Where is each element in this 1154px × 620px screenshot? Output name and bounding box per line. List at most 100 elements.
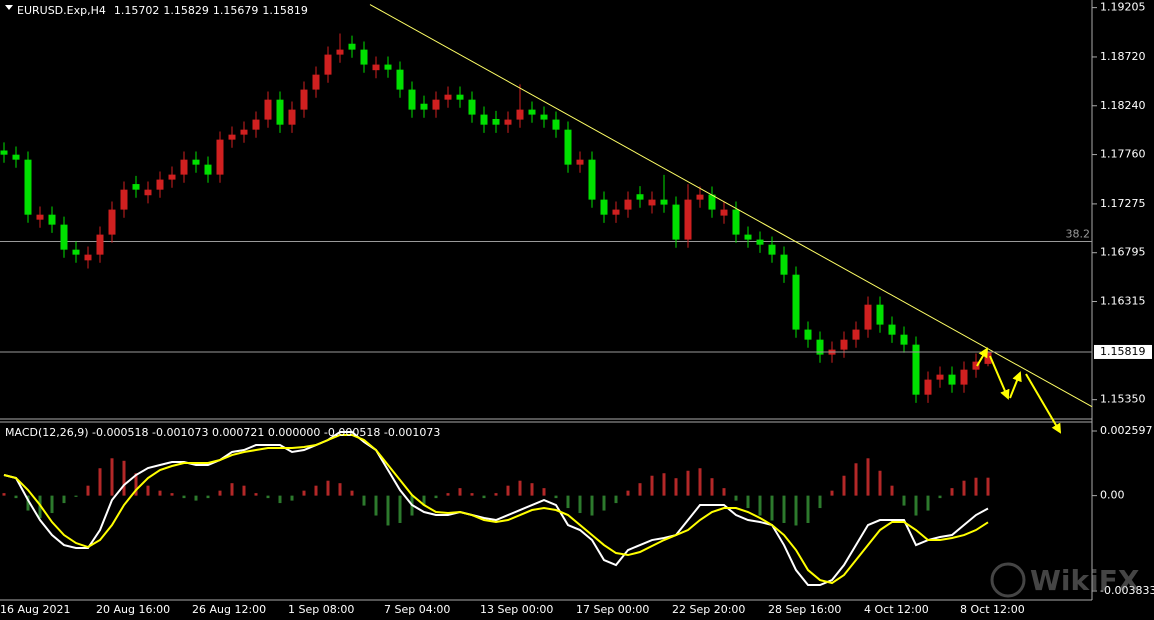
candle-body (852, 329, 860, 340)
histogram-bar (746, 495, 750, 509)
candle-body (564, 129, 572, 165)
candle-body (972, 361, 980, 370)
candle-body (132, 184, 140, 190)
candle-body (936, 374, 944, 380)
candle-body (396, 69, 404, 90)
last-price-label: 1.15819 (1100, 345, 1146, 358)
candle-body (696, 194, 704, 200)
candle-body (888, 324, 896, 335)
candle-body (312, 74, 320, 90)
trend-line (369, 4, 1093, 408)
watermark-logo (990, 562, 1026, 598)
x-tick-label: 4 Oct 12:00 (864, 603, 929, 616)
candle-body (912, 344, 920, 395)
candle-body (216, 139, 224, 175)
arrow (976, 347, 989, 367)
candle-body (336, 49, 344, 55)
header-high: 1.15829 (163, 4, 209, 17)
histogram-bar (806, 495, 810, 523)
histogram-bar (674, 478, 678, 496)
histogram-bar (698, 468, 702, 496)
x-tick-label: 28 Sep 16:00 (768, 603, 841, 616)
candle-body (120, 189, 128, 210)
x-tick-label: 22 Sep 20:00 (672, 603, 745, 616)
y-tick-label: 1.19205 (1100, 1, 1146, 14)
candle-body (60, 224, 68, 250)
histogram-bar (902, 495, 906, 506)
y-tick-label: 1.17760 (1100, 148, 1146, 161)
candle-body (180, 159, 188, 175)
histogram-bar (530, 483, 534, 496)
histogram-bar (362, 495, 366, 506)
y-tick-label: 1.17275 (1100, 197, 1146, 210)
histogram-bar (170, 493, 174, 496)
histogram-bar (602, 495, 606, 511)
histogram-bar (710, 478, 714, 496)
candle-body (84, 254, 92, 261)
arrow (1025, 373, 1062, 434)
histogram-bar (818, 495, 822, 509)
candle-body (636, 194, 644, 200)
histogram-bar (662, 473, 666, 496)
candle-body (252, 119, 260, 130)
y-tick-label: 1.18720 (1100, 50, 1146, 63)
indicator-header: MACD(12,26,9) -0.000518 -0.001073 0.0007… (5, 426, 440, 439)
candle-body (516, 109, 524, 120)
candle-body (504, 119, 512, 125)
histogram-bar (890, 485, 894, 496)
chart-header: EURUSD.Exp,H4 1.15702 1.15829 1.15679 1.1581… (17, 4, 308, 17)
x-tick-label: 7 Sep 04:00 (384, 603, 450, 616)
histogram-bar (878, 470, 882, 496)
histogram-bar (374, 495, 378, 516)
candle-body (288, 109, 296, 125)
candle-body (348, 43, 356, 50)
candle-body (864, 304, 872, 330)
candle-body (960, 369, 968, 385)
candle-body (444, 94, 452, 100)
candle-body (408, 89, 416, 110)
candle-body (804, 329, 812, 340)
candle-body (492, 118, 500, 125)
header-open: 1.15702 (114, 4, 160, 17)
candle-body (420, 103, 428, 110)
histogram-bar (626, 490, 630, 496)
candle-body (792, 274, 800, 330)
histogram-bar (482, 495, 486, 499)
candle-body (168, 174, 176, 180)
last-price-box (1094, 344, 1152, 359)
x-tick-label: 26 Aug 12:00 (192, 603, 266, 616)
candle-body (720, 209, 728, 216)
candle-body (540, 114, 548, 120)
candle-body (48, 214, 56, 225)
histogram-bar (842, 475, 846, 496)
histogram-bar (230, 483, 234, 496)
candle-body (300, 89, 308, 110)
candle-body (456, 94, 464, 100)
candle-body (228, 134, 236, 140)
candle-body (648, 199, 656, 206)
histogram-bar (26, 495, 30, 511)
x-tick-label: 20 Aug 16:00 (96, 603, 170, 616)
histogram-bar (782, 495, 786, 523)
indicator-line (3, 434, 989, 585)
candle-body (480, 114, 488, 125)
histogram-bar (62, 495, 66, 504)
histogram-bar (578, 495, 582, 514)
histogram-bar (2, 493, 6, 496)
candle-body (360, 49, 368, 65)
menu-triangle (5, 5, 13, 10)
symbol-title: EURUSD.Exp,H4 (17, 4, 106, 17)
histogram-bar (314, 485, 318, 496)
histogram-bar (422, 495, 426, 506)
candle-body (660, 199, 668, 205)
histogram-bar (554, 495, 558, 499)
histogram-bar (914, 495, 918, 516)
histogram-bar (794, 495, 798, 526)
histogram-bar (14, 495, 18, 499)
candle-body (672, 204, 680, 240)
candle-body (276, 99, 284, 125)
histogram-bar (854, 463, 858, 496)
y-tick-label: 1.18240 (1100, 99, 1146, 112)
y-tick-label: 0.00 (1100, 489, 1125, 502)
